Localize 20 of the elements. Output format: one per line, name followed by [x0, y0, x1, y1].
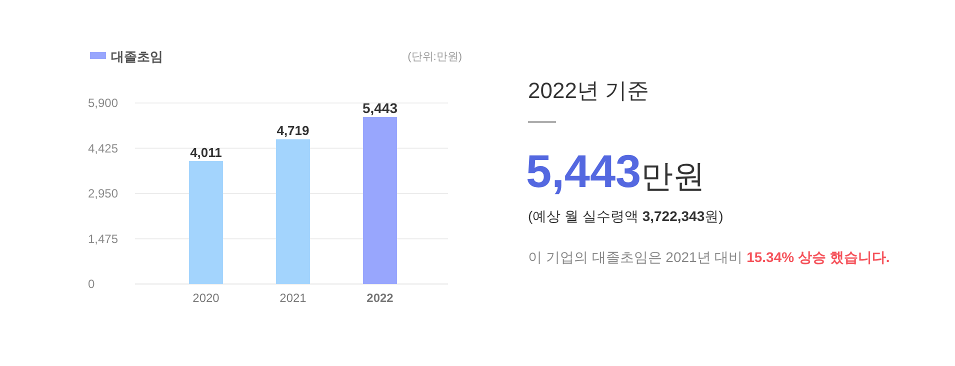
bar: [363, 117, 397, 284]
y-tick-label: 5,900: [88, 96, 118, 110]
text: (예상 월 실수령액 3,722,343원): [528, 208, 724, 224]
text: 이 기업의 대졸초임은 2021년 대비 15.34% 상승 했습니다.: [528, 249, 890, 265]
data-label: 5,443: [362, 100, 398, 116]
text: 2022년 기준: [528, 78, 650, 103]
x-tick-label: 2020: [192, 291, 220, 305]
bar: [276, 139, 310, 284]
y-tick-label: 2,950: [88, 186, 118, 200]
x-tick-label: 2021: [280, 291, 307, 305]
text: 5,443만원: [526, 145, 706, 197]
data-label: 4,011: [190, 144, 222, 160]
data-label: 4,719: [276, 123, 310, 138]
y-tick-label: 0: [88, 277, 95, 291]
y-tick-label: 1,475: [88, 232, 118, 246]
y-tick-label: 4,425: [88, 141, 118, 156]
bar: [189, 160, 223, 284]
legend-label: 대졸초임: [111, 49, 163, 64]
x-tick-label: 2022: [366, 291, 394, 305]
text: (단위:만원): [408, 51, 462, 63]
